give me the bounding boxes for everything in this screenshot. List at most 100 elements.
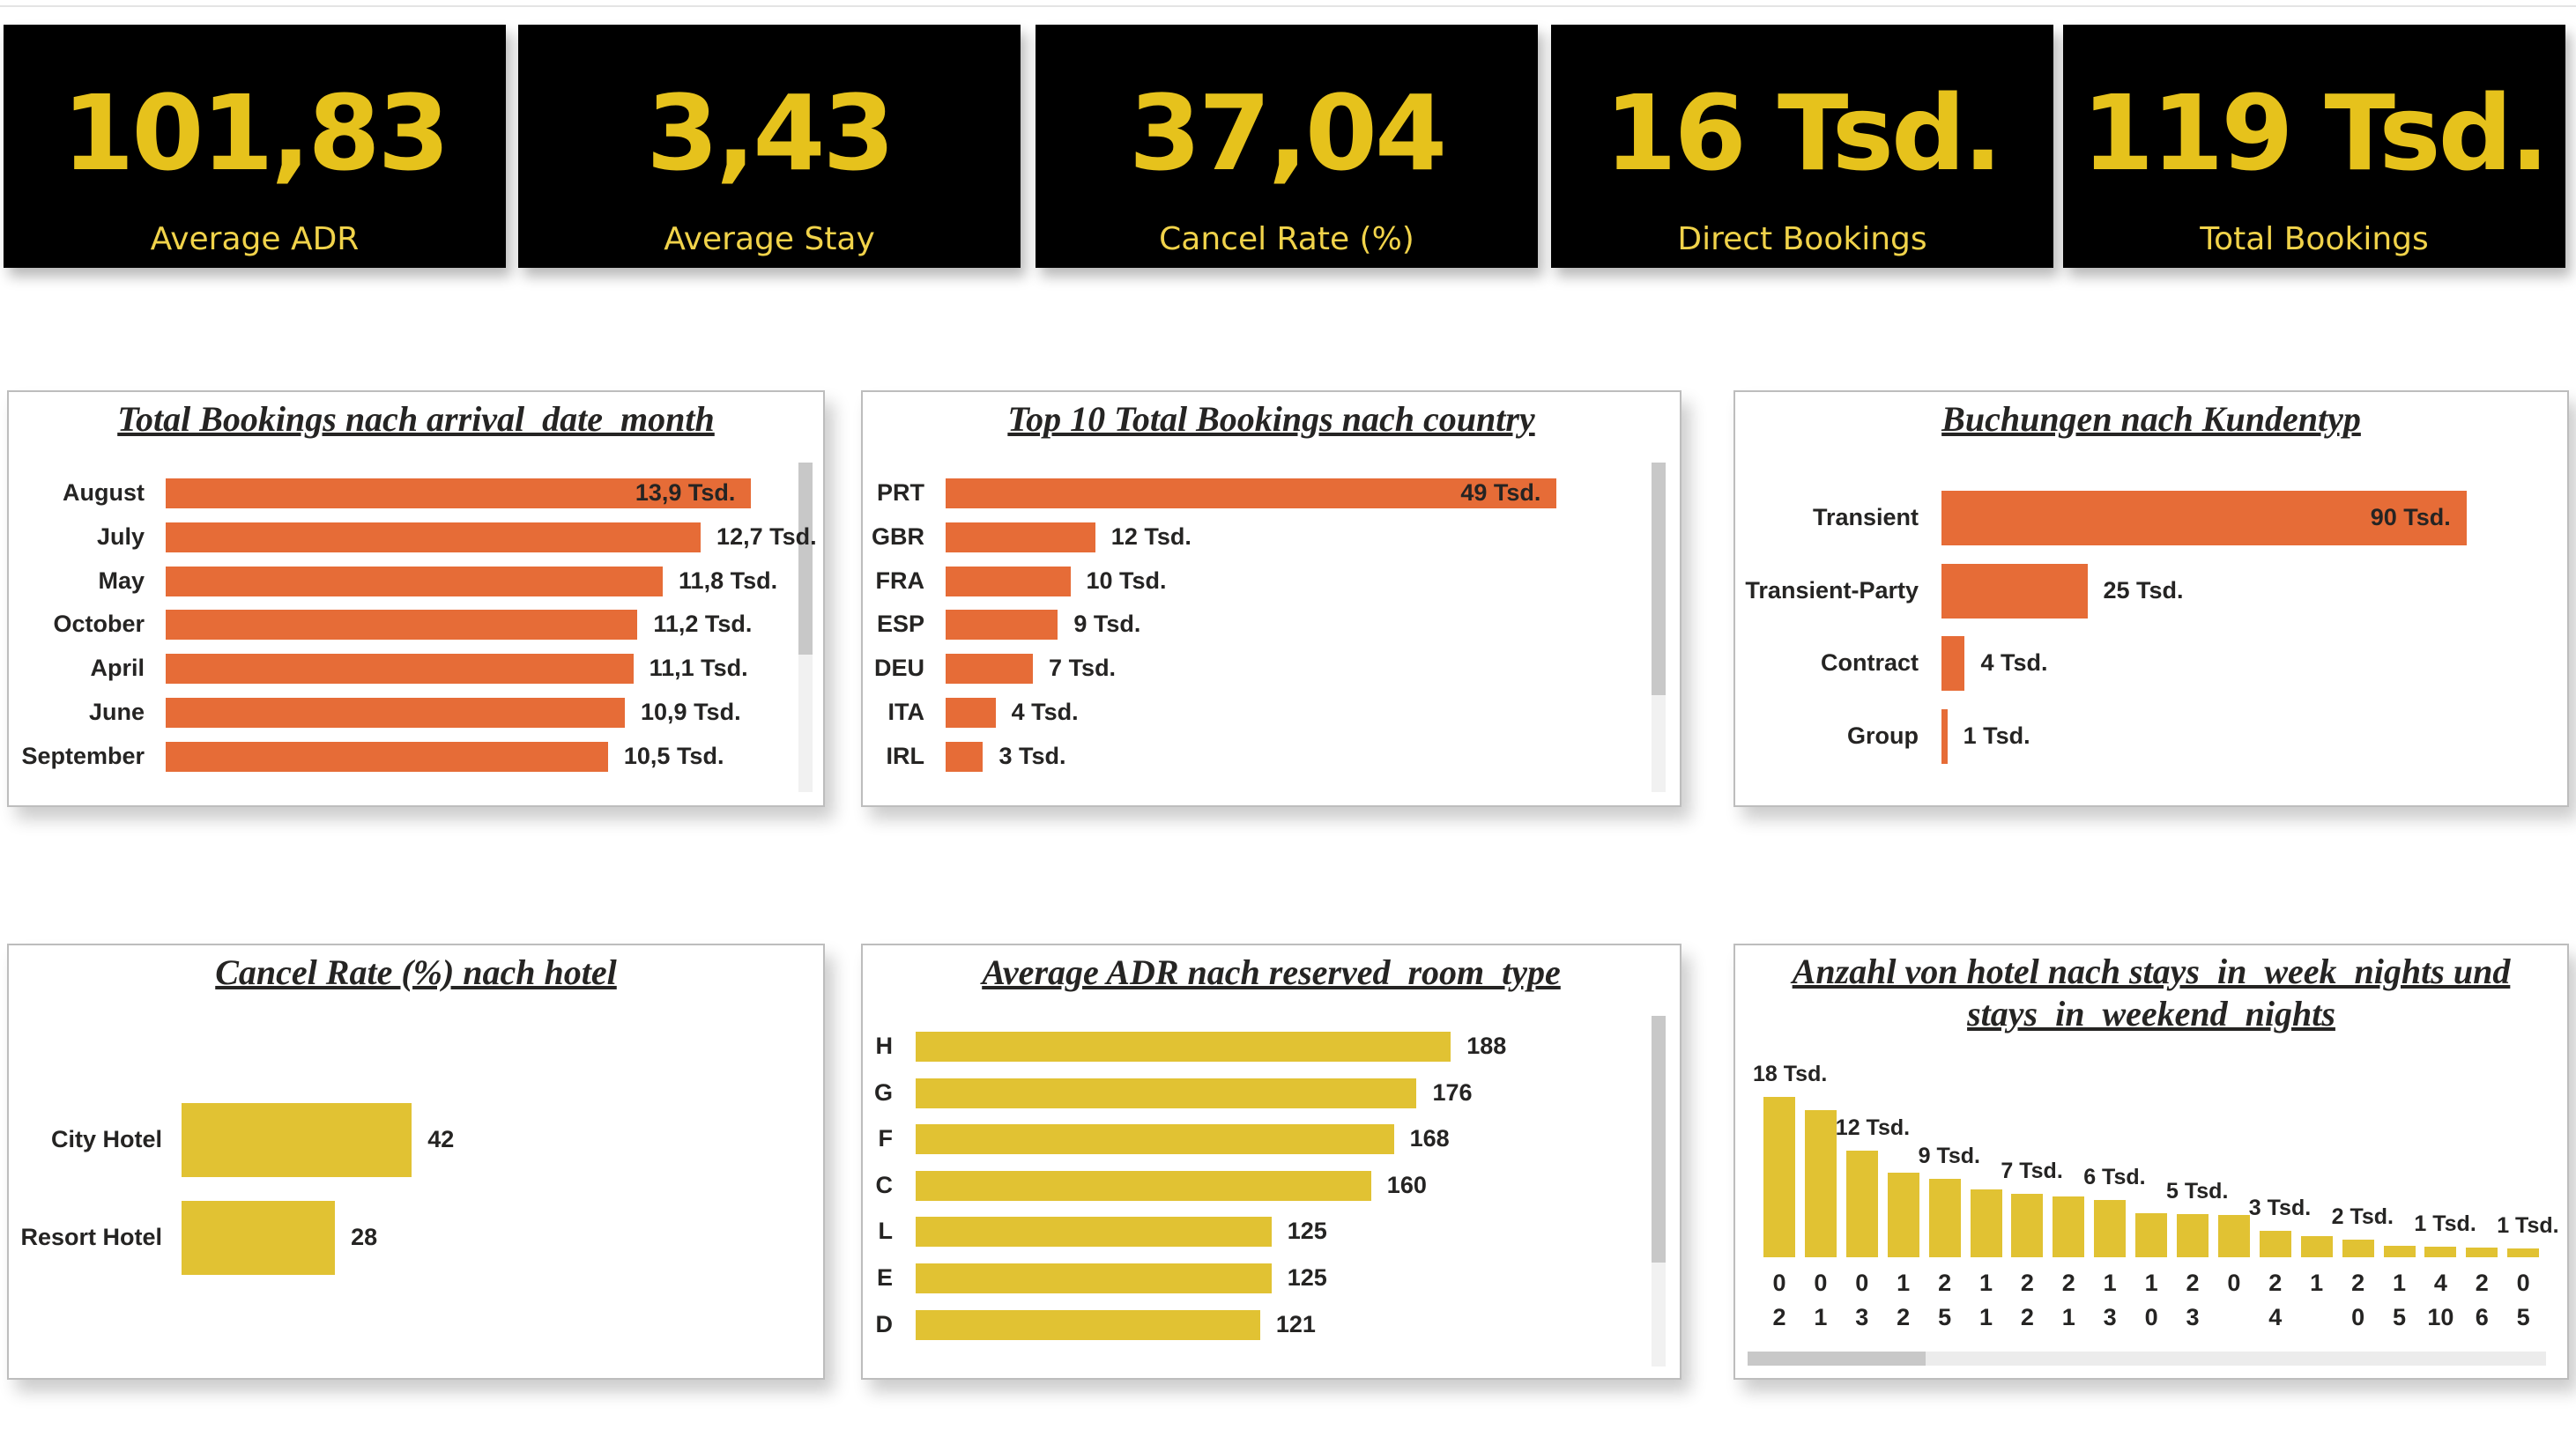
x-tick-weekend-nights: 4 xyxy=(2268,1304,2283,1330)
column[interactable] xyxy=(2053,1196,2085,1257)
data-label: 13,9 Tsd. xyxy=(635,479,736,506)
bar[interactable] xyxy=(946,610,1058,641)
x-tick-weekend-nights: 3 xyxy=(2103,1304,2117,1330)
chart-bookings-by-month[interactable]: Total Bookings nach arrival_date_month A… xyxy=(7,390,825,807)
bar[interactable] xyxy=(166,478,752,508)
chart-title: Cancel Rate (%) nach hotel xyxy=(215,952,617,992)
category-label: PRT xyxy=(877,479,924,506)
column[interactable] xyxy=(2383,1245,2416,1257)
horizontal-scrollbar[interactable] xyxy=(1748,1352,2546,1366)
column[interactable] xyxy=(2177,1213,2209,1257)
bar[interactable] xyxy=(946,522,1095,552)
bar[interactable] xyxy=(946,654,1034,685)
data-label: 9 Tsd. xyxy=(1073,611,1141,638)
bar[interactable] xyxy=(166,566,664,596)
data-label: 3 Tsd. xyxy=(998,742,1066,769)
column[interactable] xyxy=(2011,1194,2044,1257)
scrollbar-thumb[interactable] xyxy=(1748,1352,1926,1366)
bar[interactable] xyxy=(916,1217,1272,1248)
chart-bookings-by-customer-type[interactable]: Buchungen nach Kundentyp Transient 90 Tsd… xyxy=(1733,390,2569,807)
data-label: 9 Tsd. xyxy=(1918,1144,1980,1169)
bar[interactable] xyxy=(946,741,984,772)
x-tick-weekend-nights: 2 xyxy=(1772,1304,1786,1330)
bar[interactable] xyxy=(916,1124,1394,1155)
vertical-scrollbar[interactable] xyxy=(798,463,813,792)
x-tick-week-nights: 2 xyxy=(2268,1270,2283,1296)
bar[interactable] xyxy=(1941,563,2088,619)
column[interactable] xyxy=(1763,1097,1795,1257)
column[interactable] xyxy=(2466,1247,2498,1257)
bar[interactable] xyxy=(916,1078,1417,1108)
vertical-scrollbar[interactable] xyxy=(1652,463,1666,792)
kpi-card-average-adr[interactable]: 101,83 Average ADR xyxy=(4,25,506,268)
bar[interactable] xyxy=(916,1263,1272,1293)
category-label: GBR xyxy=(872,522,924,550)
column[interactable] xyxy=(2135,1212,2168,1257)
x-tick-week-nights: 1 xyxy=(1897,1270,1911,1296)
bar[interactable] xyxy=(916,1309,1260,1340)
bar[interactable] xyxy=(946,478,1557,508)
data-label: 2 Tsd. xyxy=(2331,1204,2394,1229)
data-label: 11,2 Tsd. xyxy=(653,611,753,638)
kpi-card-direct-bookings[interactable]: 16 Tsd. Direct Bookings xyxy=(1551,25,2053,268)
scrollbar-thumb[interactable] xyxy=(798,463,813,655)
bar[interactable] xyxy=(1941,708,1948,764)
bar[interactable] xyxy=(166,698,626,728)
kpi-card-cancel-rate[interactable]: 37,04 Cancel Rate (%) xyxy=(1036,25,1538,268)
column[interactable] xyxy=(2259,1230,2291,1257)
chart-adr-by-room-type[interactable]: Average ADR nach reserved_room_type H 188… xyxy=(861,944,1681,1380)
data-label: 25 Tsd. xyxy=(2103,576,2184,604)
vertical-scrollbar[interactable] xyxy=(1652,1016,1666,1367)
kpi-value: 16 Tsd. xyxy=(1604,72,2003,194)
data-label: 12,7 Tsd. xyxy=(716,522,817,550)
category-label: Transient xyxy=(1812,504,1919,530)
column[interactable] xyxy=(2424,1246,2457,1257)
bar[interactable] xyxy=(166,741,608,772)
scrollbar-thumb[interactable] xyxy=(1652,1016,1666,1263)
category-label: August xyxy=(63,479,145,506)
category-label: City Hotel xyxy=(50,1126,162,1152)
x-tick-week-nights: 4 xyxy=(2433,1270,2447,1296)
category-label: Resort Hotel xyxy=(20,1224,162,1250)
bar[interactable] xyxy=(1941,636,1965,691)
bar[interactable] xyxy=(916,1032,1451,1062)
bar[interactable] xyxy=(182,1201,336,1275)
x-tick-week-nights: 2 xyxy=(2186,1270,2200,1296)
column[interactable] xyxy=(2300,1235,2333,1257)
chart-title-line-1: Anzahl von hotel nach stays_in_week_nigh… xyxy=(1792,952,2511,991)
column[interactable] xyxy=(1970,1189,2002,1257)
bar[interactable] xyxy=(182,1103,412,1177)
category-label: Group xyxy=(1847,722,1919,749)
kpi-card-total-bookings[interactable]: 119 Tsd. Total Bookings xyxy=(2063,25,2565,268)
top-divider xyxy=(0,0,2576,7)
x-tick-weekend-nights: 5 xyxy=(1938,1304,1952,1330)
chart-title-line-2: stays_in_weekend_nights xyxy=(1967,994,2335,1033)
chart-bookings-by-country[interactable]: Top 10 Total Bookings nach country PRT 49… xyxy=(861,390,1681,807)
column[interactable] xyxy=(2217,1214,2250,1257)
category-label: April xyxy=(90,655,145,682)
x-tick-week-nights: 1 xyxy=(2103,1270,2117,1296)
column[interactable] xyxy=(1804,1110,1837,1257)
column[interactable] xyxy=(1887,1173,1919,1257)
scrollbar-thumb[interactable] xyxy=(1652,463,1666,695)
bar[interactable] xyxy=(916,1170,1371,1201)
column[interactable] xyxy=(1928,1179,1961,1257)
column[interactable] xyxy=(2342,1239,2374,1257)
chart-cancel-rate-by-hotel[interactable]: Cancel Rate (%) nach hotel City Hotel 42 R… xyxy=(7,944,825,1380)
column[interactable] xyxy=(2507,1248,2540,1257)
x-tick-weekend-nights: 5 xyxy=(2516,1304,2530,1330)
kpi-card-average-stay[interactable]: 3,43 Average Stay xyxy=(518,25,1021,268)
data-label: 18 Tsd. xyxy=(1753,1062,1828,1087)
bar[interactable] xyxy=(946,566,1071,596)
bar[interactable] xyxy=(1941,491,2467,545)
bar[interactable] xyxy=(166,610,638,641)
column[interactable] xyxy=(1845,1150,1878,1257)
x-tick-week-nights: 0 xyxy=(1814,1270,1828,1296)
bar[interactable] xyxy=(166,654,634,685)
category-label: FRA xyxy=(875,567,925,594)
kpi-value: 37,04 xyxy=(1128,72,1447,194)
bar[interactable] xyxy=(946,698,996,728)
column[interactable] xyxy=(2094,1200,2127,1257)
bar[interactable] xyxy=(166,522,702,552)
chart-hotel-count-by-stays[interactable]: Anzahl von hotel nach stays_in_week_nigh… xyxy=(1733,944,2569,1380)
